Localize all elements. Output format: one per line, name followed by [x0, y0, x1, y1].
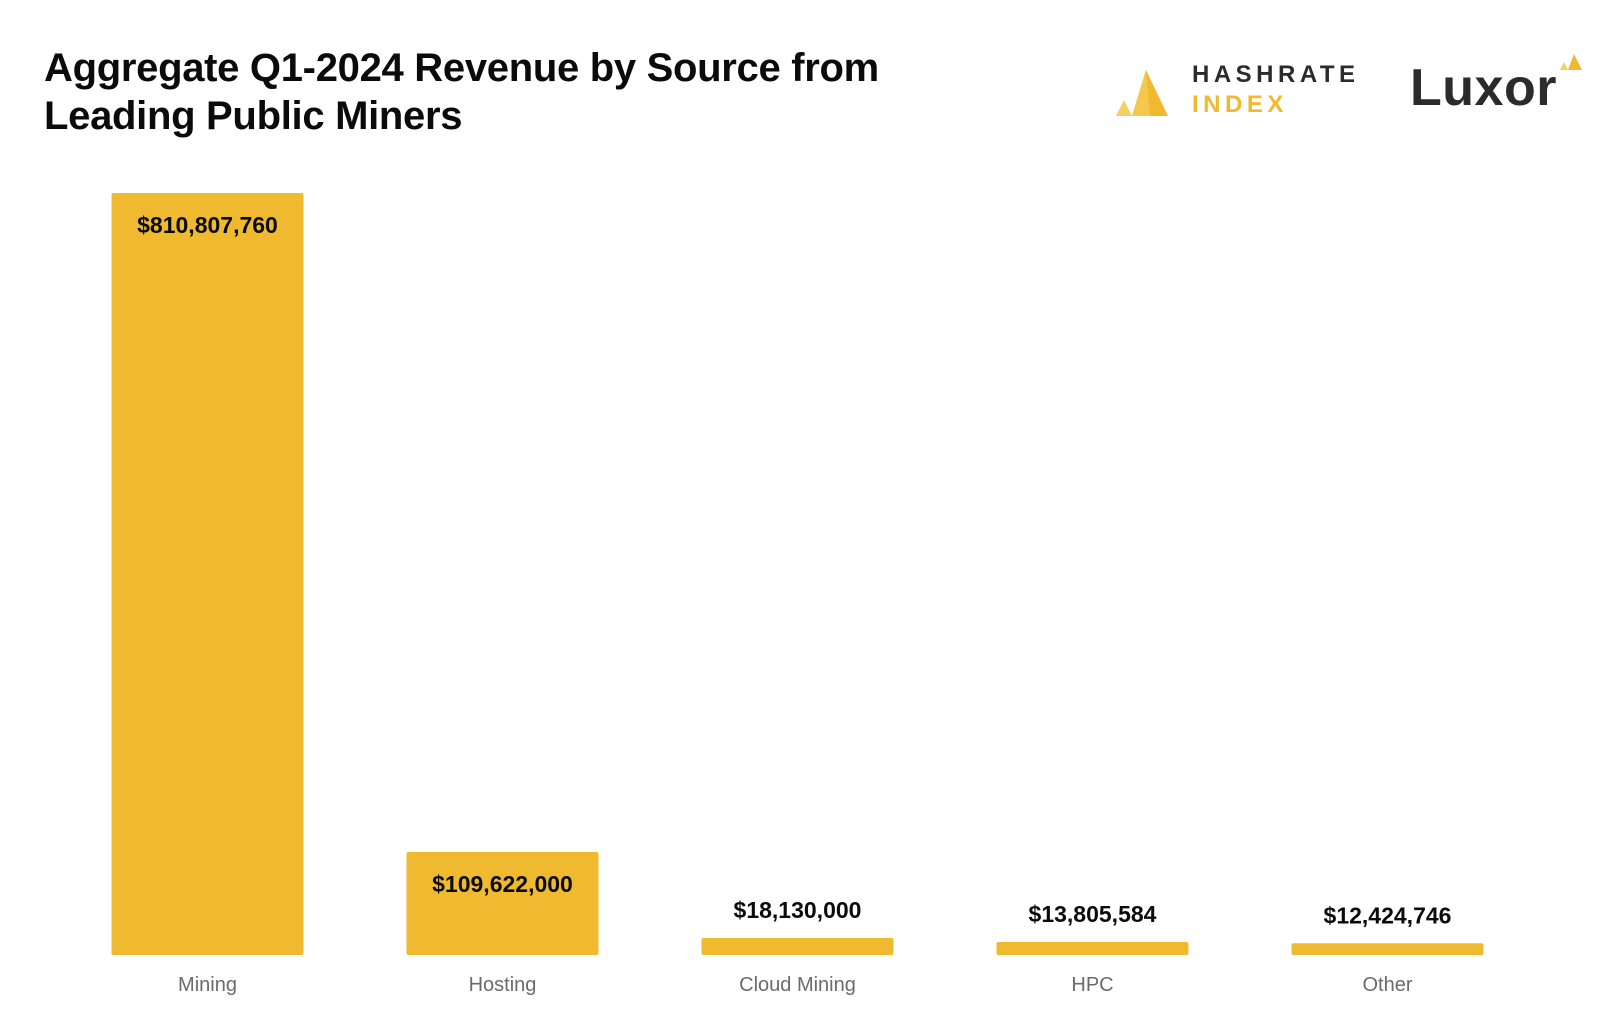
chart-title-line-2: Leading Public Miners: [44, 94, 463, 138]
luxor-wordmark: Luxor: [1410, 59, 1557, 117]
bar-other: [1291, 943, 1484, 955]
chart-title-line-1: Aggregate Q1-2024 Revenue by Source from: [44, 46, 879, 90]
luxor-triangle-icon: [1560, 54, 1582, 70]
data-label-other: $12,424,746: [1324, 902, 1452, 928]
hashrate-index-wordmark: HASHRATE INDEX: [1192, 60, 1360, 120]
x-tick-label-hpc: HPC: [1071, 974, 1113, 996]
luxor-logo: Luxor: [1410, 52, 1590, 122]
x-tick-label-other: Other: [1362, 974, 1412, 996]
x-tick-label-hosting: Hosting: [469, 974, 537, 996]
data-label-hpc: $13,805,584: [1029, 901, 1157, 927]
hashrate-index-line-1: HASHRATE: [1192, 61, 1360, 88]
data-label-cloud-mining: $18,130,000: [734, 897, 862, 923]
data-label-hosting: $109,622,000: [432, 871, 573, 897]
hashrate-index-logo: HASHRATE INDEX: [1110, 52, 1370, 122]
bar-mining: [111, 193, 304, 955]
bar-cloud-mining: [701, 938, 894, 955]
bar-hosting: [406, 852, 599, 955]
data-label-mining: $810,807,760: [137, 212, 278, 238]
bar-hpc: [996, 942, 1189, 955]
hashrate-index-line-2: INDEX: [1192, 91, 1288, 118]
x-tick-label-mining: Mining: [178, 974, 237, 996]
chart-title: Aggregate Q1-2024 Revenue by Source from…: [44, 44, 1024, 140]
x-tick-label-cloud-mining: Cloud Mining: [739, 974, 856, 996]
hashrate-index-triangle-icon: [1116, 70, 1168, 116]
logo-group: HASHRATE INDEX Luxor: [1110, 52, 1590, 122]
